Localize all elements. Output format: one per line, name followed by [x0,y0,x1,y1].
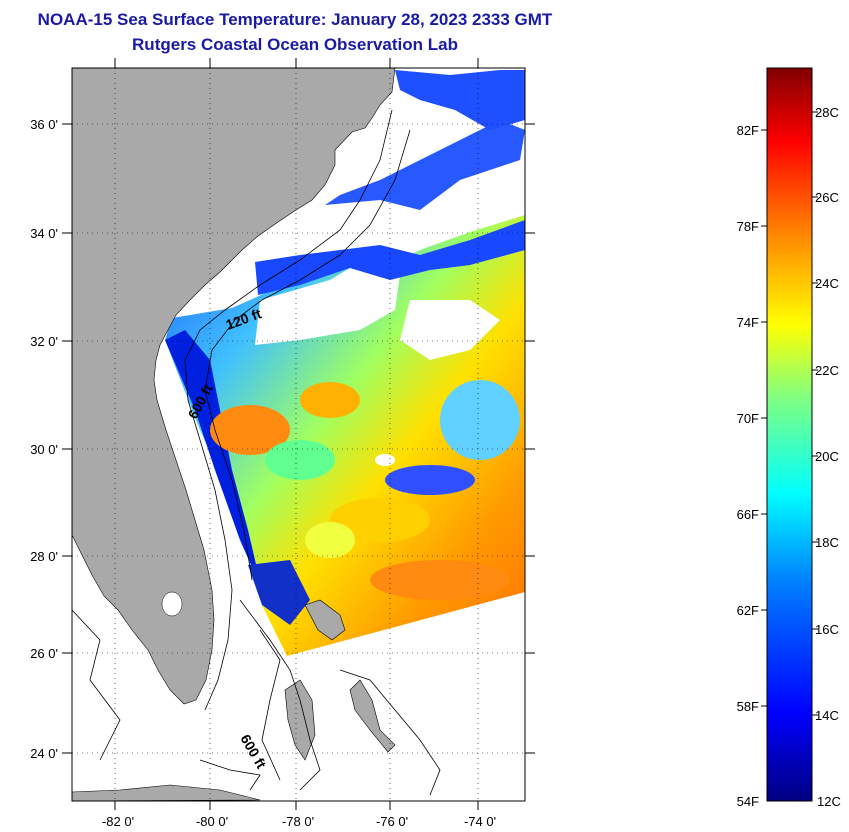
colorbar-label-28c: 28C [815,105,839,120]
colorbar-label-70f: 70F [737,411,759,426]
lat-label-34: 34 0' [30,226,58,241]
land-us [72,68,396,705]
lon-label-80: -80 0' [196,814,228,829]
lon-label-82: -82 0' [102,814,134,829]
colorbar-label-18c: 18C [815,535,839,550]
colorbar-gradient [766,67,813,802]
colorbar-label-22c: 22C [815,363,839,378]
lon-label-76: -76 0' [376,814,408,829]
lat-label-24: 24 0' [30,746,58,761]
colorbar-label-82f: 82F [737,123,759,138]
colorbar-label-54f: 54F [737,794,759,809]
land-cuba-edge [72,784,261,801]
colorbar-label-26c: 26C [815,190,839,205]
lat-label-26: 26 0' [30,646,58,661]
land-bahamas-eleuthera [349,679,396,753]
graticule [72,68,525,801]
colorbar-label-24c: 24C [815,276,839,291]
lat-label-28: 28 0' [30,549,58,564]
axis-ticks [62,58,535,810]
colorbar-label-20c: 20C [815,449,839,464]
lat-label-30: 30 0' [30,442,58,457]
lon-label-74: -74 0' [464,814,496,829]
colorbar-label-14c: 14C [815,708,839,723]
colorbar-label-74f: 74F [737,315,759,330]
lake-okeechobee [161,591,183,617]
land-bahamas-abaco [304,599,346,641]
colorbar-label-16c: 16C [815,622,839,637]
colorbar-label-78f: 78F [737,219,759,234]
colorbar-ticks [761,111,818,716]
map-title: NOAA-15 Sea Surface Temperature: January… [37,10,553,29]
map-frame [71,67,526,802]
colorbar-label-58f: 58F [737,699,759,714]
colorbar-label-66f: 66F [737,507,759,522]
colorbar-label-12c: 12C [817,794,841,809]
map-subtitle: Rutgers Coastal Ocean Observation Lab [132,35,458,54]
bathymetry-contours [72,109,441,796]
land-bahamas-andros [284,679,316,761]
lat-label-36: 36 0' [30,117,58,132]
lat-label-32: 32 0' [30,334,58,349]
colorbar-label-62f: 62F [737,603,759,618]
lon-label-78: -78 0' [282,814,314,829]
sst-swath [165,70,525,656]
